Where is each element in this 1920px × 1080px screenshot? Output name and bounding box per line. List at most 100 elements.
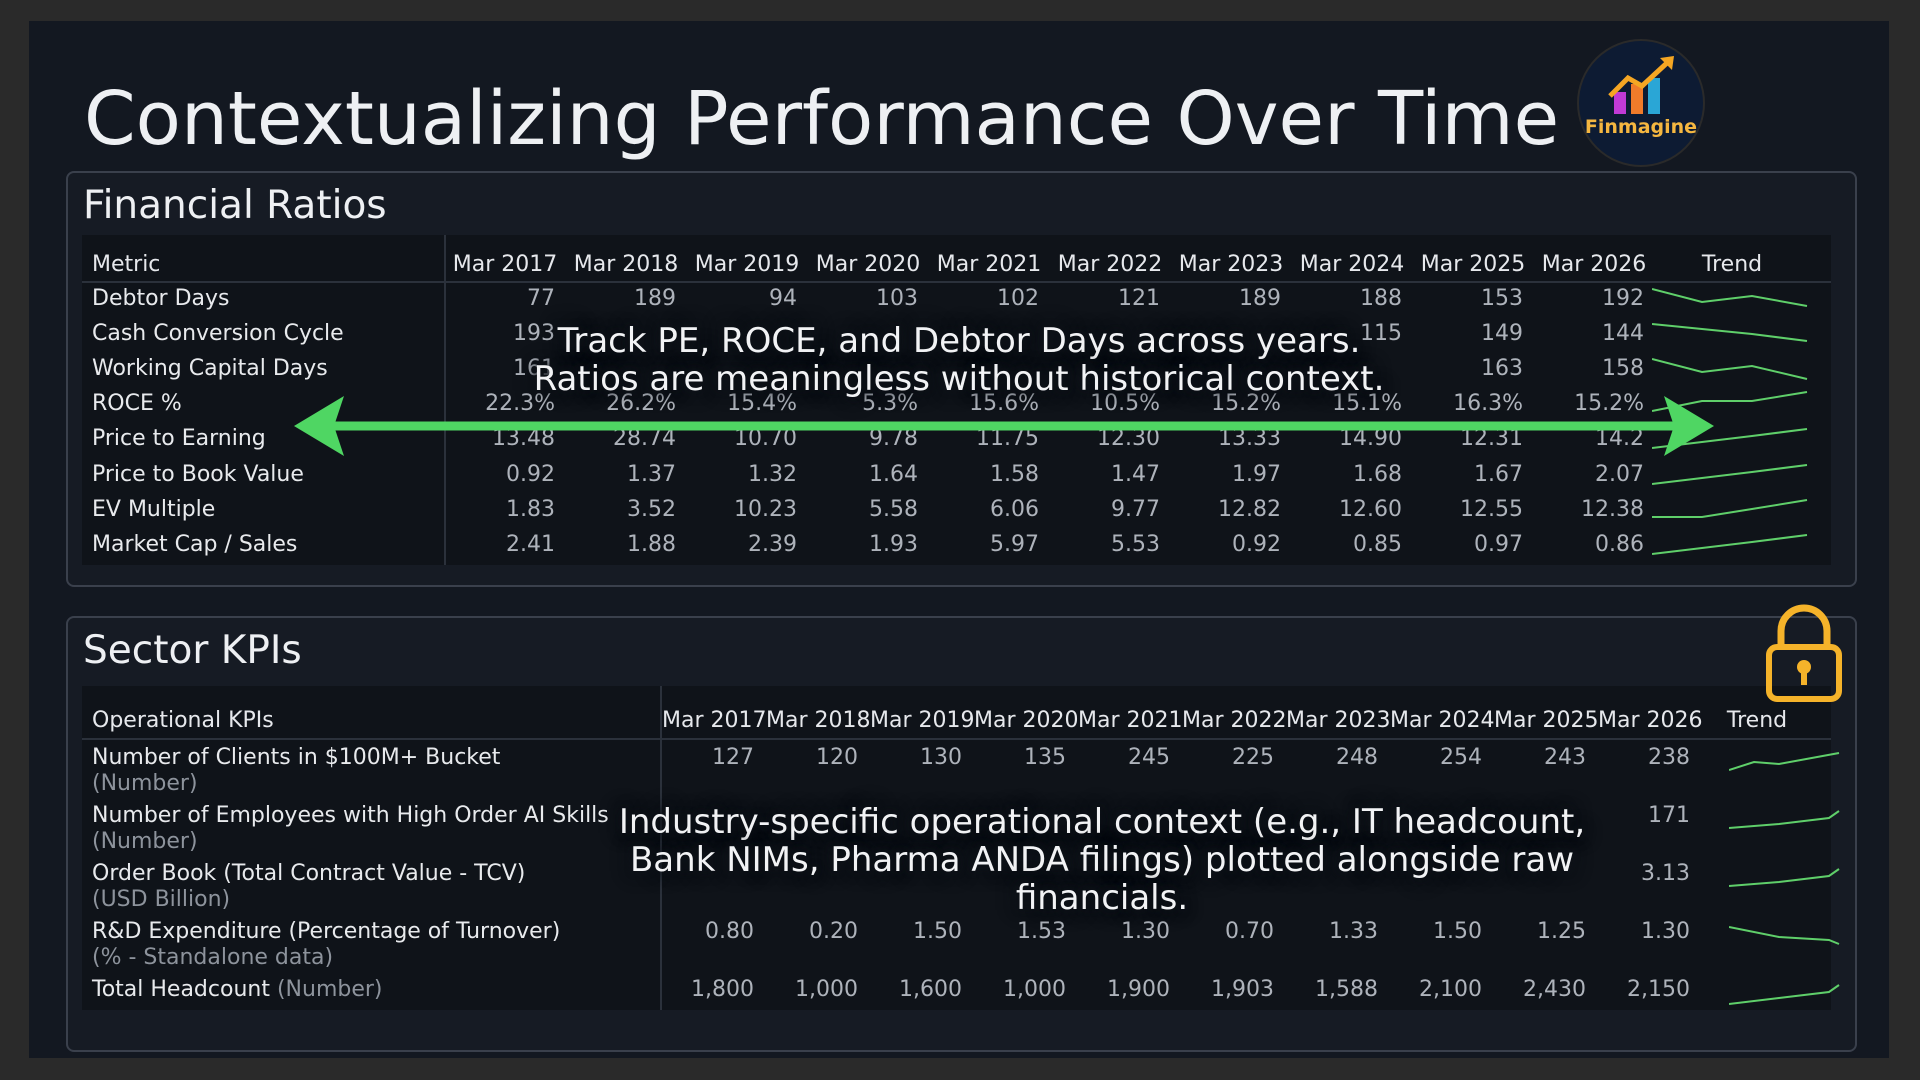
table-value: 2,430 (1523, 977, 1586, 1002)
column-header: Trend (1726, 708, 1788, 733)
table-value: 0.86 (1595, 531, 1644, 557)
column-header: Mar 2022 (1057, 252, 1163, 277)
rule (444, 235, 446, 565)
overlay-caption: Track PE, ROCE, and Debtor Days across y… (557, 321, 1361, 361)
column-header: Mar 2023 (1286, 708, 1391, 733)
table-value: 127 (712, 745, 754, 770)
table-value: 1,588 (1315, 977, 1378, 1002)
table-value: 5.97 (990, 531, 1039, 557)
table-value: 15.6% (969, 391, 1039, 417)
table-value: 12.55 (1460, 496, 1523, 522)
table-value: 0.92 (506, 461, 555, 487)
trend-sparkline (1652, 533, 1808, 555)
table-value: 12.38 (1581, 496, 1644, 522)
table-value: 238 (1648, 745, 1690, 770)
table-value: 28.74 (613, 426, 676, 452)
table-value: 5.58 (869, 496, 918, 522)
column-header: Mar 2026 (1598, 708, 1703, 733)
table-value: 102 (997, 286, 1039, 311)
trend-sparkline (1652, 498, 1808, 518)
table-value: 13.33 (1218, 426, 1281, 452)
table-value: 1.88 (627, 531, 676, 557)
table-value: 103 (876, 286, 918, 311)
table-value: 171 (1648, 803, 1690, 828)
table-value: 144 (1602, 321, 1644, 347)
column-header: Mar 2022 (1182, 708, 1287, 733)
trend-sparkline (1729, 868, 1840, 887)
table-value: 9.77 (1111, 496, 1160, 522)
table-value: 135 (1024, 745, 1066, 770)
table-value: 193 (513, 321, 555, 347)
table-value: 163 (1481, 356, 1523, 382)
table-value: 0.70 (1225, 919, 1274, 944)
row-unit: (Number) (92, 829, 198, 854)
row-label: Price to Book Value (92, 461, 304, 487)
column-header: Mar 2025 (1494, 708, 1599, 733)
trend-sparkline (1652, 323, 1808, 343)
row-label: Number of Employees with High Order AI S… (92, 803, 609, 828)
table-value: 130 (920, 745, 962, 770)
table-value: 2.07 (1595, 461, 1644, 487)
table-value: 2,100 (1419, 977, 1482, 1002)
row-label: Number of Clients in $100M+ Bucket (92, 745, 501, 770)
table-value: 1.30 (1121, 919, 1170, 944)
table-value: 1.53 (1017, 919, 1066, 944)
table-value: 0.80 (705, 919, 754, 944)
table-value: 1.37 (627, 461, 676, 487)
table-value: 26.2% (606, 391, 676, 417)
table-value: 1.32 (748, 461, 797, 487)
overlay-caption: Ratios are meaningless without historica… (533, 359, 1385, 399)
row-label: Total Headcount (Number) (92, 977, 383, 1002)
row-label: Cash Conversion Cycle (92, 321, 344, 347)
table-value: 192 (1602, 286, 1644, 311)
table-value: 0.92 (1232, 531, 1281, 557)
trend-sparkline (1729, 810, 1840, 829)
column-header: Mar 2025 (1420, 252, 1526, 277)
table-value: 12.82 (1218, 496, 1281, 522)
trend-sparkline (1652, 288, 1808, 307)
row-label: Price to Earning (92, 426, 266, 452)
row-label: Market Cap / Sales (92, 531, 298, 557)
table-value: 13.48 (492, 426, 555, 452)
table-value: 12.30 (1097, 426, 1160, 452)
table-value: 225 (1232, 745, 1274, 770)
table-value: 6.06 (990, 496, 1039, 522)
overlay-caption: Industry-specific operational context (e… (618, 802, 1586, 842)
row-label: Order Book (Total Contract Value - TCV) (92, 861, 526, 886)
table-value: 158 (1602, 356, 1644, 382)
table-value: 115 (1360, 321, 1402, 347)
column-header: Mar 2024 (1390, 708, 1495, 733)
row-unit: (USD Billion) (92, 887, 231, 912)
table-value: 1,000 (1003, 977, 1066, 1002)
financial-ratios-panel: Financial Ratios Metric Mar 2017 Mar 2018 M… (66, 171, 1857, 587)
table-value: 189 (1239, 286, 1281, 311)
table-value: 1.58 (990, 461, 1039, 487)
table-value: 77 (527, 286, 555, 311)
table-value: 1.68 (1353, 461, 1402, 487)
row-label: EV Multiple (92, 496, 216, 522)
table-value: 1,900 (1107, 977, 1170, 1002)
table-value: 243 (1544, 745, 1586, 770)
row-label: ROCE % (92, 391, 182, 417)
table-value: 1.50 (1433, 919, 1482, 944)
table-value: 1.97 (1232, 461, 1281, 487)
trend-sparkline (1729, 926, 1840, 945)
sector-kpis-panel: Sector KPIs Operational KPIs Mar 2017 Mar … (66, 616, 1857, 1052)
table-value: 149 (1481, 321, 1523, 347)
table-value: 0.20 (809, 919, 858, 944)
row-unit: (Number) (276, 977, 383, 1002)
table-value: 14.2 (1595, 426, 1644, 452)
slide-title: Contextualizing Performance Over Time (84, 76, 1560, 162)
table-value: 0.97 (1474, 531, 1523, 557)
table-value: 1.30 (1641, 919, 1690, 944)
table-value: 12.31 (1460, 426, 1523, 452)
column-header: Mar 2020 (974, 708, 1079, 733)
table-value: 2.41 (506, 531, 555, 557)
table-value: 3.13 (1641, 861, 1690, 886)
table-value: 120 (816, 745, 858, 770)
column-header: Mar 2018 (766, 708, 871, 733)
table-value: 188 (1360, 286, 1402, 311)
column-header: Mar 2017 (662, 708, 767, 733)
row-unit: (Number) (92, 771, 198, 796)
table-value: 94 (769, 286, 797, 311)
